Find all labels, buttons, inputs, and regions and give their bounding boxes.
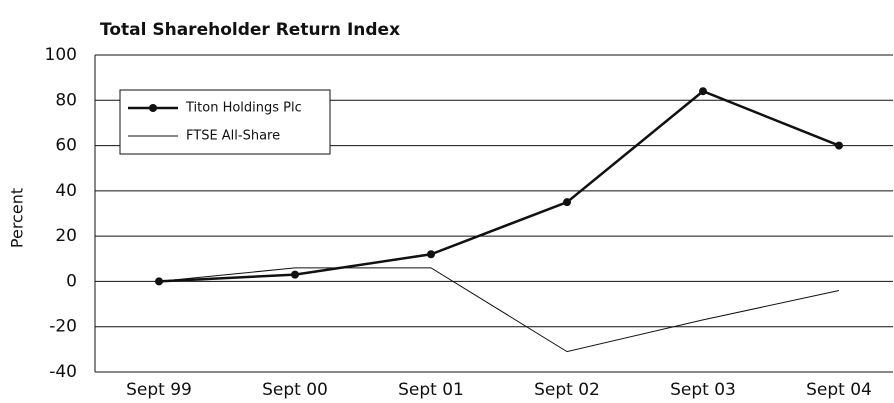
series-line <box>158 89 840 283</box>
y-tick-label: 0 <box>66 271 77 291</box>
x-tick-label: Sept 02 <box>534 380 600 400</box>
y-axis-label: Percent <box>8 188 27 248</box>
y-tick-label: 100 <box>45 45 77 65</box>
data-point <box>291 270 299 279</box>
x-tick-label: Sept 03 <box>670 380 736 400</box>
legend-marker <box>149 104 157 112</box>
x-tick-label: Sept 00 <box>262 380 328 400</box>
data-point <box>563 198 571 207</box>
x-tick-label: Sept 01 <box>398 380 464 400</box>
legend-box <box>119 89 331 155</box>
y-tick-label: -40 <box>49 362 77 382</box>
legend-label: FTSE All-Share <box>186 129 280 144</box>
data-point <box>427 250 435 259</box>
y-tick-label: 40 <box>55 181 77 201</box>
chart-title: Total Shareholder Return Index <box>100 20 400 40</box>
y-tick-label: 80 <box>55 90 77 110</box>
series-line <box>158 267 840 353</box>
data-point <box>835 141 843 150</box>
data-point <box>699 87 707 96</box>
y-tick-label: 20 <box>55 226 77 246</box>
legend-label: Titon Holdings Plc <box>185 101 302 116</box>
y-tick-label: 60 <box>55 136 77 156</box>
y-tick-label: -20 <box>49 317 77 337</box>
x-tick-label: Sept 04 <box>806 380 872 400</box>
x-tick-label: Sept 99 <box>126 380 192 400</box>
